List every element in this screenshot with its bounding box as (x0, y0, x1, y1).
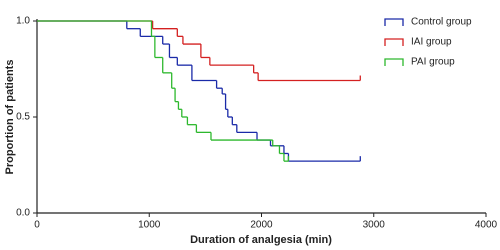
x-axis-title: Duration of analgesia (min) (190, 234, 332, 246)
x-tick-label: 4000 (475, 220, 498, 231)
legend-label: Control group (411, 17, 472, 28)
y-tick-label: 0.5 (16, 112, 30, 123)
x-tick-label: 2000 (250, 220, 273, 231)
y-tick-label: 1.0 (16, 16, 30, 27)
y-tick-label: 0.0 (16, 208, 30, 219)
legend-swatch (384, 38, 404, 46)
legend-swatch (384, 58, 404, 66)
legend-swatch (384, 18, 404, 26)
x-tick-label: 3000 (363, 220, 386, 231)
x-tick-label: 0 (34, 220, 40, 231)
y-axis-title: Proportion of patients (4, 60, 16, 175)
legend-label: PAI group (411, 57, 455, 68)
x-tick-label: 1000 (138, 220, 161, 231)
legend-label: IAI group (411, 37, 452, 48)
